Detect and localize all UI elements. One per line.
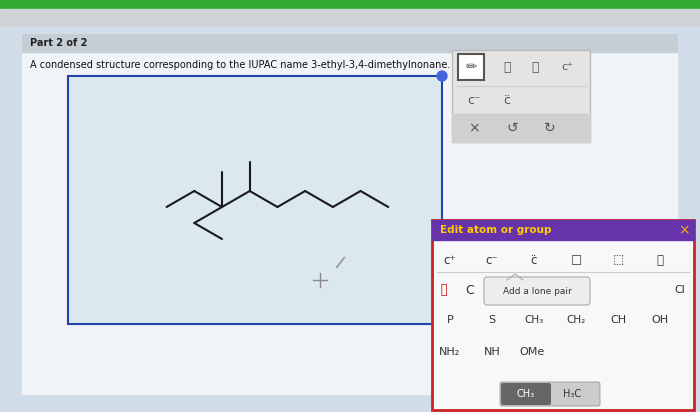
- Text: ×: ×: [678, 223, 690, 237]
- Text: P: P: [447, 315, 454, 325]
- Bar: [22, 34, 677, 394]
- Text: c⁺: c⁺: [561, 62, 573, 72]
- Text: c⁻: c⁻: [486, 253, 498, 267]
- Text: NH: NH: [484, 347, 500, 357]
- Text: ✏: ✏: [466, 60, 477, 74]
- Text: ↺: ↺: [506, 121, 518, 135]
- Text: NH₂: NH₂: [440, 347, 461, 357]
- Text: Edit atom or group: Edit atom or group: [440, 225, 552, 235]
- FancyBboxPatch shape: [484, 277, 590, 305]
- Text: OH: OH: [652, 315, 668, 325]
- Bar: [68, 76, 442, 324]
- Text: C: C: [466, 283, 475, 297]
- Text: c⁺: c⁺: [444, 253, 456, 267]
- Text: H₃C: H₃C: [563, 389, 581, 399]
- Text: c⁻: c⁻: [467, 94, 481, 106]
- Bar: [452, 114, 590, 142]
- FancyBboxPatch shape: [501, 383, 551, 405]
- Text: c̈: c̈: [503, 94, 510, 106]
- Text: Cl: Cl: [675, 285, 685, 295]
- Text: CH₃: CH₃: [517, 389, 535, 399]
- Text: OMe: OMe: [519, 347, 545, 357]
- Bar: [432, 220, 694, 410]
- Text: c̈: c̈: [531, 253, 537, 267]
- Circle shape: [437, 71, 447, 81]
- Text: ↻: ↻: [544, 121, 556, 135]
- Bar: [22, 34, 677, 52]
- Bar: [452, 50, 590, 142]
- Text: CH₃: CH₃: [524, 315, 544, 325]
- FancyBboxPatch shape: [500, 382, 600, 406]
- Text: ▯: ▯: [440, 283, 448, 297]
- Text: Part 2 of 2: Part 2 of 2: [30, 38, 88, 48]
- Text: ⬚: ⬚: [612, 253, 624, 267]
- Text: ×: ×: [468, 121, 480, 135]
- Bar: [432, 220, 694, 240]
- Text: CH₂: CH₂: [566, 315, 586, 325]
- Bar: [0, 0, 700, 9]
- Text: A condensed structure corresponding to the IUPAC name 3-ethyl-3,4-dimethylnonane: A condensed structure corresponding to t…: [30, 60, 450, 70]
- Bar: [458, 54, 484, 80]
- Text: ⬜: ⬜: [657, 253, 664, 267]
- Text: Add a lone pair: Add a lone pair: [503, 286, 571, 295]
- Text: CH: CH: [610, 315, 626, 325]
- Text: □: □: [570, 253, 582, 267]
- Bar: [0, 9, 700, 27]
- Text: ✋: ✋: [531, 61, 539, 73]
- Text: ⬭: ⬭: [503, 61, 511, 73]
- Text: S: S: [489, 315, 496, 325]
